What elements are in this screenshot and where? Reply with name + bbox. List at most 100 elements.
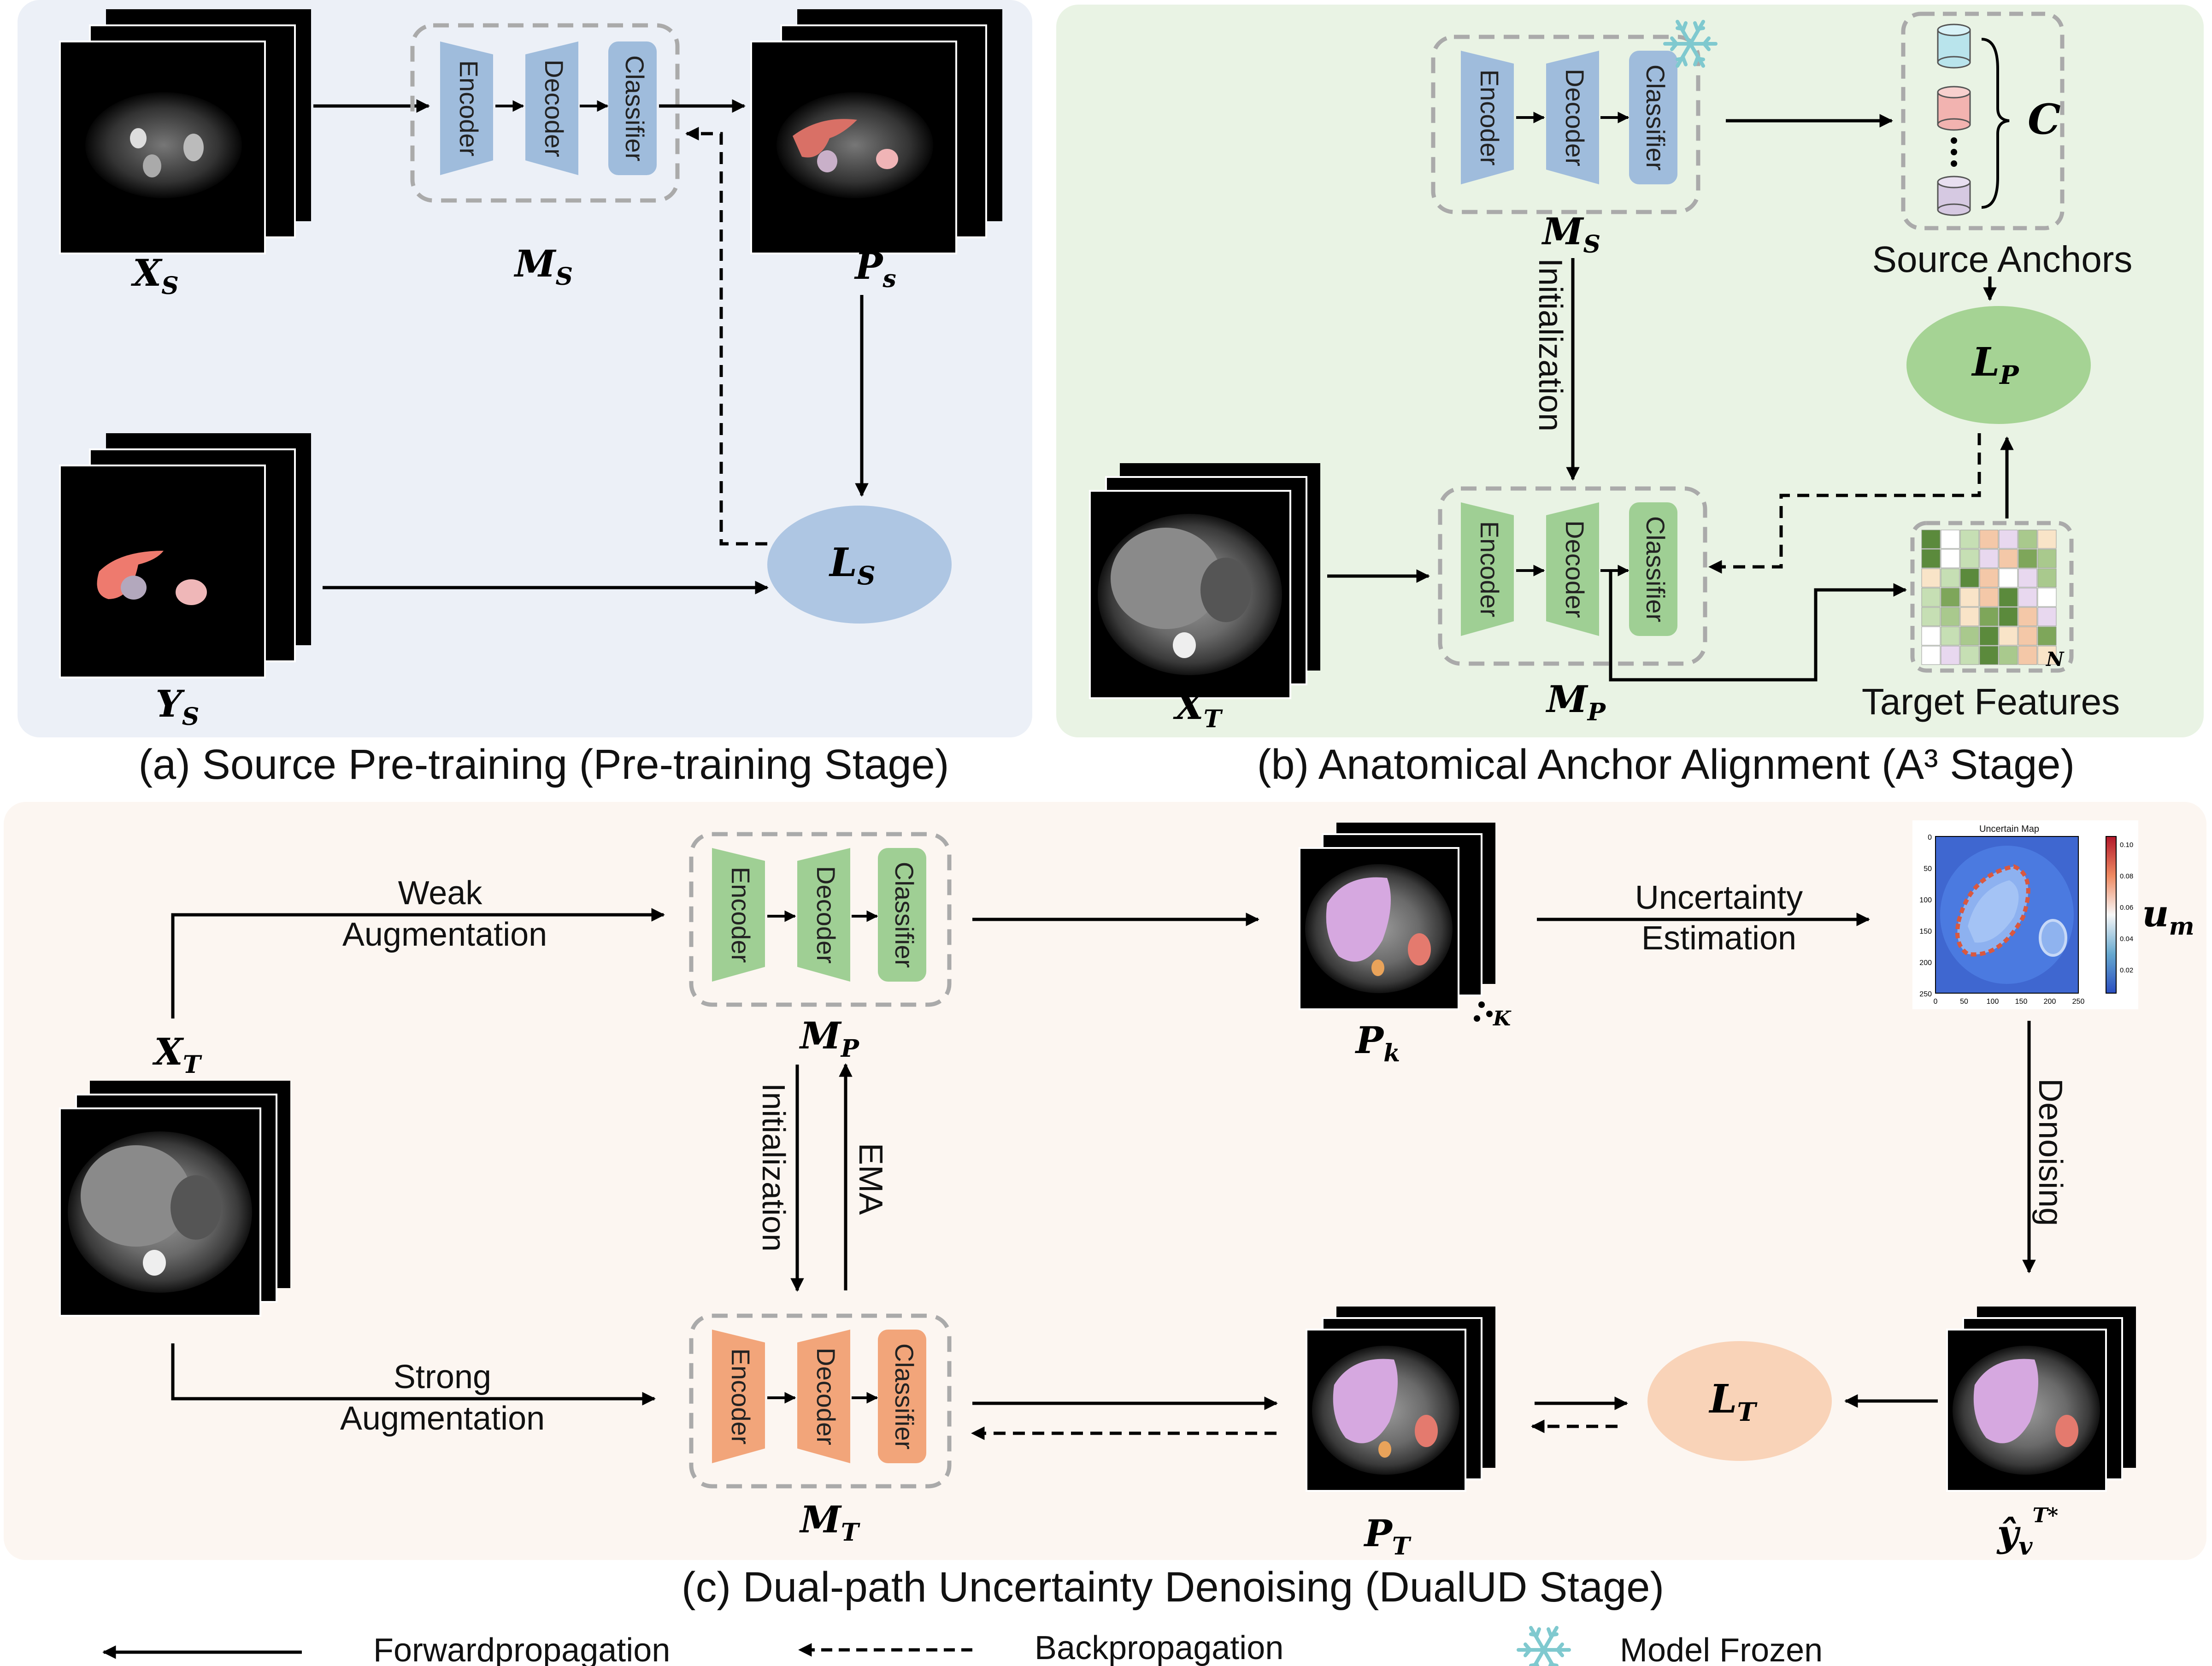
map-x-tick: 0 <box>1934 998 1938 1006</box>
feature-cell <box>1979 607 1999 626</box>
feature-cell <box>1960 549 1979 568</box>
feature-cell <box>1921 568 1941 588</box>
ys-image-stack <box>59 433 311 678</box>
feature-cell <box>2018 626 2037 646</box>
feature-cell <box>1979 588 1999 607</box>
ls-label: LS <box>829 540 876 590</box>
feature-cell <box>1941 626 1960 646</box>
map-y-tick: 50 <box>1924 865 1932 873</box>
map-x-tick: 50 <box>1960 998 1968 1006</box>
feature-cell <box>2018 607 2037 626</box>
decoder-block <box>525 41 578 175</box>
ms-module-a: Encoder Decoder Classifier <box>410 23 680 203</box>
panel-c: XT Weak Augmentation Encoder Decoder Cla… <box>59 820 2194 1611</box>
map-x-tick: 100 <box>1987 998 1999 1006</box>
svg-text:Classifier: Classifier <box>890 862 919 968</box>
strong-label-1: Strong <box>394 1359 491 1395</box>
feature-cell <box>1960 626 1979 646</box>
anchor-cylinder-1 <box>1937 24 1971 69</box>
mt-label: MT <box>799 1498 860 1547</box>
map-y-tick: 250 <box>1919 990 1932 998</box>
yhat-image-stack <box>1946 1307 2136 1492</box>
legend-frozen-label: Model Frozen <box>1620 1632 1823 1666</box>
svg-text:Decoder: Decoder <box>812 1348 841 1445</box>
ps-image-stack <box>750 9 1002 254</box>
svg-text:Decoder: Decoder <box>1560 520 1589 618</box>
mp-module-b: Encoder Decoder Classifier <box>1438 486 1707 666</box>
arrow-weak-augmentation <box>171 908 665 1018</box>
svg-text:Decoder: Decoder <box>812 866 841 964</box>
feature-cell <box>1979 646 1999 665</box>
map-y-tick: 100 <box>1919 896 1932 904</box>
xs-label: XS <box>130 251 179 300</box>
feature-cell <box>1921 588 1941 607</box>
target-features-label: Target Features <box>1862 681 2120 722</box>
mt-module: Encoder Decoder Classifier <box>689 1313 952 1489</box>
svg-text:Encoder: Encoder <box>726 867 755 963</box>
feature-cell <box>1960 646 1979 665</box>
svg-text:Encoder: Encoder <box>726 1348 755 1445</box>
map-colorbar-tick: 0.02 <box>2120 966 2133 974</box>
lt-loss-ellipse <box>1647 1341 1832 1461</box>
legend: Forwardpropagation Backpropagation Model… <box>102 1626 1823 1666</box>
c-label: C <box>2028 95 2061 144</box>
pt-label: PT <box>1364 1512 1412 1560</box>
uncertainty-map-ticks: 0 50 100 150 200 2500501001502002500.100.080.… <box>1919 834 2133 1006</box>
initialization-label-b: Initialization <box>1532 258 1569 431</box>
svg-text:Encoder: Encoder <box>1475 521 1504 618</box>
feature-cell <box>1979 530 1999 549</box>
backprop-lp-to-mp <box>1708 433 1981 574</box>
svg-text:Classifier: Classifier <box>1641 65 1670 171</box>
pk-image-stack <box>1299 823 1495 1010</box>
map-y-tick: 150 <box>1919 928 1932 936</box>
map-y-tick: 0 <box>1928 834 1932 842</box>
feature-cell <box>1941 568 1960 588</box>
arrow-decoder-to-target-features <box>1609 571 1907 682</box>
feature-cell <box>1999 530 2018 549</box>
ms-label-b: MS <box>1541 210 1600 259</box>
feature-cell <box>1941 549 1960 568</box>
feature-cell <box>1921 607 1941 626</box>
yhat-label: ŷvT* <box>1996 1504 2058 1560</box>
map-colorbar-tick: 0.04 <box>2120 935 2133 943</box>
target-features-grid <box>1910 521 2074 673</box>
svg-text:Classifier: Classifier <box>890 1343 919 1449</box>
feature-cell <box>1921 626 1941 646</box>
feature-cell <box>1921 549 1941 568</box>
feature-cell <box>1941 607 1960 626</box>
snowflake-icon <box>1663 20 1718 68</box>
lt-label: LT <box>1709 1376 1758 1427</box>
feature-cell <box>1979 549 1999 568</box>
panel-b: Encoder Decoder Classifier MS <box>1089 12 2133 788</box>
pt-image-stack <box>1306 1307 1495 1492</box>
feature-cell <box>2037 646 2057 665</box>
anchor-brace <box>1981 38 2010 209</box>
panel-b-background <box>1056 5 2204 737</box>
backprop-ls-to-ms <box>685 127 767 546</box>
mp-label-b: MP <box>1545 677 1606 726</box>
feature-cell <box>2037 568 2057 588</box>
uncertainty-map-title: Uncertain Map <box>1979 824 2039 834</box>
target-features-cells <box>1921 530 2057 665</box>
source-anchors-label: Source Anchors <box>1872 239 2133 280</box>
feature-cell <box>1979 568 1999 588</box>
feature-cell <box>1999 549 2018 568</box>
xt-label-c: XT <box>152 1030 202 1079</box>
ls-loss-ellipse <box>767 506 952 624</box>
lp-loss-ellipse <box>1906 306 2091 424</box>
map-colorbar-tick: 0.10 <box>2120 841 2133 849</box>
feature-cell <box>1941 530 1960 549</box>
feature-cell <box>1999 646 2018 665</box>
classifier-block <box>608 41 657 175</box>
feature-cell <box>1999 607 2018 626</box>
k-label: K <box>1492 1007 1512 1030</box>
feature-cell <box>1999 588 2018 607</box>
svg-text:Classifier: Classifier <box>620 55 649 161</box>
weak-label-2: Augmentation <box>342 916 547 953</box>
map-x-tick: 200 <box>2044 998 2056 1006</box>
anchor-cylinder-3 <box>1937 176 1971 216</box>
mp-label-c: MP <box>799 1014 860 1063</box>
feature-cell <box>2037 530 2057 549</box>
map-x-tick: 250 <box>2072 998 2085 1006</box>
